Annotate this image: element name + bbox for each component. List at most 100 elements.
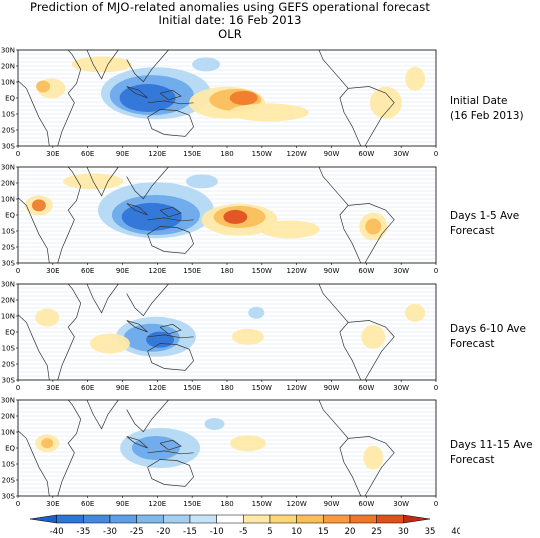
colorbar-label: 5 bbox=[267, 527, 272, 537]
coastline bbox=[147, 334, 194, 339]
lon-tick-label: 0 bbox=[16, 267, 20, 275]
lat-tick-label: 20N bbox=[1, 297, 15, 305]
lat-tick-label: EQ bbox=[5, 95, 15, 103]
colorbar-swatch bbox=[296, 514, 324, 524]
panel-label-days-6-10: Days 6-10 Ave Forecast bbox=[450, 322, 526, 352]
coastline bbox=[126, 86, 148, 99]
colorbar-label: -30 bbox=[103, 527, 117, 537]
coastline bbox=[147, 226, 194, 254]
colorbar-label: -20 bbox=[156, 527, 170, 537]
coastline bbox=[57, 283, 82, 381]
lat-tick-label: 20N bbox=[1, 180, 15, 188]
coastline bbox=[126, 320, 148, 333]
coastline bbox=[318, 166, 349, 206]
lon-tick-label: 90E bbox=[116, 150, 129, 158]
coastline bbox=[318, 283, 349, 323]
coastline bbox=[57, 166, 82, 264]
panel-label-line1: Days 6-10 Ave bbox=[450, 323, 526, 335]
lon-tick-label: 60E bbox=[81, 150, 94, 158]
lat-tick-label: EQ bbox=[5, 329, 15, 337]
lon-tick-label: 150E bbox=[183, 384, 201, 392]
anomaly-contour bbox=[405, 303, 426, 322]
anomaly-contour bbox=[36, 80, 51, 93]
anomaly-contour bbox=[71, 56, 132, 73]
coastline bbox=[17, 197, 50, 264]
lon-tick-label: 0 bbox=[434, 500, 438, 508]
anomaly-contour bbox=[369, 86, 402, 119]
coastline bbox=[17, 314, 50, 381]
coastline bbox=[17, 80, 50, 147]
map-panel-days-6-10: 30N 20N 10N EQ 10S 20S 30S 0 30E 60E 90E 120E 150E 18… bbox=[0, 280, 540, 400]
colorbar-label: -25 bbox=[130, 527, 144, 537]
lon-tick-label: 180 bbox=[220, 267, 233, 275]
colorbar-swatch bbox=[216, 514, 244, 524]
colorbar-swatch bbox=[349, 514, 377, 524]
coastline bbox=[339, 438, 362, 497]
colorbar-label: -15 bbox=[183, 527, 197, 537]
title-line-2: Initial date: 16 Feb 2013 bbox=[158, 13, 302, 27]
anomaly-contour bbox=[405, 66, 426, 91]
panel-label-line1: Days 11-15 Ave bbox=[450, 439, 533, 451]
anomaly-contour bbox=[89, 333, 130, 354]
lon-tick-label: 120W bbox=[287, 500, 307, 508]
lat-tick-label: 30N bbox=[1, 47, 15, 55]
lat-tick-label: 10N bbox=[1, 429, 15, 437]
coastline bbox=[147, 459, 194, 487]
colorbar-swatch bbox=[189, 514, 217, 524]
lon-tick-label: 120E bbox=[148, 384, 166, 392]
coastline bbox=[126, 49, 169, 83]
lat-tick-label: 30N bbox=[1, 397, 15, 405]
coastline bbox=[147, 217, 194, 222]
lon-tick-label: 0 bbox=[434, 150, 438, 158]
anomaly-contour bbox=[259, 220, 320, 239]
panel-label-days-1-5: Days 1-5 Ave Forecast bbox=[450, 209, 519, 239]
coastline bbox=[147, 450, 194, 455]
map-panel-days-11-15: 30N 20N 10N EQ 10S 20S 30S 0 30E 60E 90E 120E 150E 18… bbox=[0, 396, 540, 516]
colorbar-label: 40 bbox=[451, 527, 460, 537]
panel-label-line2: (16 Feb 2013) bbox=[450, 110, 524, 122]
colorbar-swatch bbox=[109, 514, 137, 524]
lon-tick-label: 60E bbox=[81, 500, 94, 508]
colorbar-label: 25 bbox=[371, 527, 382, 537]
lat-tick-label: 20N bbox=[1, 63, 15, 71]
lon-tick-label: 150W bbox=[252, 267, 272, 275]
lon-tick-label: 30E bbox=[46, 500, 59, 508]
colorbar-label: 15 bbox=[318, 527, 329, 537]
colorbar-swatch bbox=[163, 514, 191, 524]
colorbar-label: -10 bbox=[210, 527, 224, 537]
lon-tick-label: 120W bbox=[287, 267, 307, 275]
coastline bbox=[159, 89, 182, 101]
lon-tick-label: 0 bbox=[434, 384, 438, 392]
coastline bbox=[147, 100, 194, 105]
lon-tick-label: 90E bbox=[116, 384, 129, 392]
lon-tick-label: 0 bbox=[434, 267, 438, 275]
coastline bbox=[86, 283, 119, 314]
anomaly-contour bbox=[248, 306, 265, 319]
lon-tick-label: 30E bbox=[46, 267, 59, 275]
lat-tick-label: 10N bbox=[1, 313, 15, 321]
lat-tick-label: 10S bbox=[2, 228, 16, 236]
coastline bbox=[86, 49, 119, 80]
lon-tick-label: 60W bbox=[358, 267, 374, 275]
lat-tick-label: 10S bbox=[2, 461, 16, 469]
panel-label-initial: Initial Date (16 Feb 2013) bbox=[450, 94, 524, 124]
coastline bbox=[348, 320, 395, 381]
lon-tick-label: 120W bbox=[287, 384, 307, 392]
colorbar-label: -35 bbox=[76, 527, 90, 537]
map-panel-initial: 30N 20N 10N EQ 10S 20S 30S 0 30E 60E 90E 120E 150E 18… bbox=[0, 46, 540, 166]
coastline bbox=[318, 49, 349, 89]
colorbar-swatch bbox=[56, 514, 84, 524]
lat-tick-label: 30S bbox=[2, 493, 16, 501]
colorbar: -40 -35 -30 -25 -20 -15 -10 -5 5 10 15 20 25 30 35 40 bbox=[29, 514, 460, 537]
lon-tick-label: 30E bbox=[46, 150, 59, 158]
coastline bbox=[318, 399, 349, 439]
lon-tick-label: 150E bbox=[183, 500, 201, 508]
coastline bbox=[126, 203, 148, 216]
map-panel-days-1-5: 30N 20N 10N EQ 10S 20S 30S 0 30E 60E 90E 120E 150E 18… bbox=[0, 163, 540, 283]
colorbar-swatch bbox=[136, 514, 164, 524]
coastline bbox=[339, 322, 362, 381]
lon-tick-label: 0 bbox=[16, 150, 20, 158]
lat-tick-label: 30N bbox=[1, 281, 15, 289]
